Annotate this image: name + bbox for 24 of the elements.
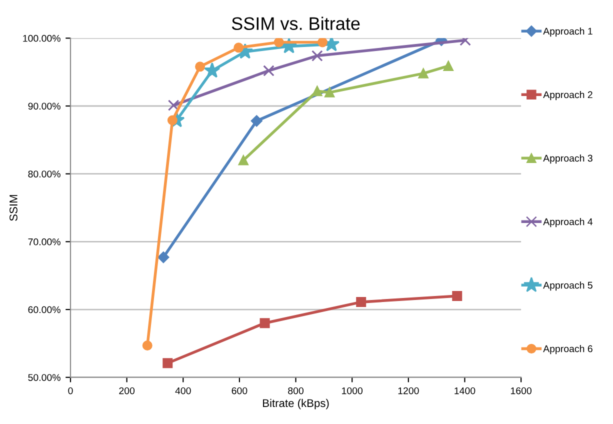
- x-axis-title: Bitrate (kBps): [263, 398, 329, 410]
- legend-label: Approach 1: [543, 28, 592, 37]
- x-tick-label: 1000: [342, 387, 363, 394]
- y-tick-label: 80.00%: [28, 170, 60, 178]
- y-tick-label: 100.00%: [23, 34, 60, 42]
- y-axis-title: SSIM: [10, 195, 18, 221]
- legend-label: Approach 2: [543, 91, 592, 100]
- x-tick-label: 1600: [510, 387, 532, 394]
- chart-title: SSIM vs. Bitrate: [232, 16, 360, 30]
- x-tick-label: 200: [119, 387, 135, 394]
- x-tick-label: 800: [288, 387, 304, 394]
- y-tick-label: 70.00%: [28, 238, 60, 246]
- legend-label: Approach 4: [543, 218, 593, 228]
- legend-label: Approach 3: [543, 154, 592, 164]
- x-tick-label: 600: [232, 387, 248, 394]
- x-tick-label: 1400: [454, 387, 476, 394]
- legend-label: Approach 5: [543, 282, 592, 291]
- legend-label: Approach 6: [543, 345, 592, 354]
- y-tick-label: 50.00%: [28, 374, 60, 381]
- y-tick-label: 90.00%: [28, 102, 60, 110]
- x-tick-label: 1200: [398, 387, 419, 394]
- x-tick-label: 0: [68, 387, 73, 394]
- x-tick-label: 400: [175, 387, 191, 394]
- y-tick-label: 60.00%: [28, 306, 60, 314]
